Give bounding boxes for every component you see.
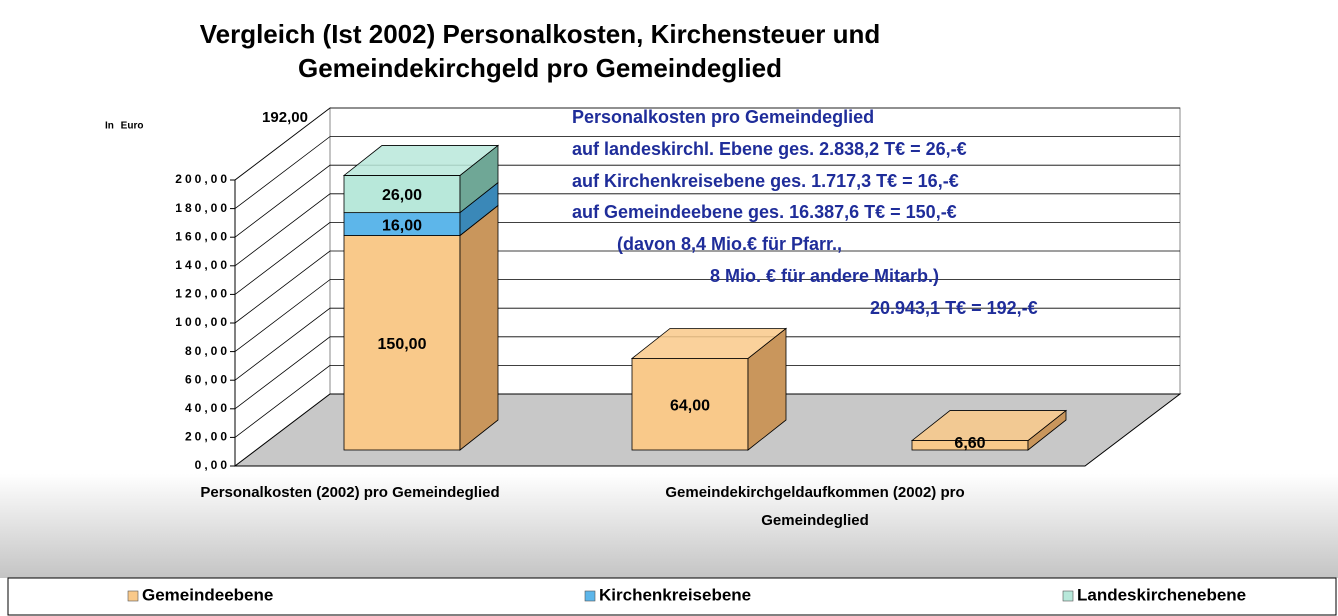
value-label: 64,00 (670, 397, 710, 414)
annotation: auf landeskirchl. Ebene ges. 2.838,2 T€ … (572, 139, 967, 159)
legend-swatch (127, 590, 139, 602)
value-label: 150,00 (378, 336, 427, 353)
grid-line (234, 279, 1180, 352)
bar-side (459, 204, 499, 451)
x-tick-label: Personalkosten (2002) pro Gemeindeglied (200, 484, 500, 501)
grid-line (234, 136, 1180, 209)
bar (343, 175, 461, 214)
annotation: 20.943,1 T€ = 192,-€ (870, 298, 1038, 318)
grid-line (234, 107, 1180, 181)
total-label: 192,00 (262, 109, 308, 126)
y-tick-label: 0,00 (195, 458, 230, 472)
bar-top (910, 410, 1068, 441)
legend-swatch (584, 590, 596, 602)
chart-title: Vergleich (Ist 2002) Personalkosten, Kir… (200, 19, 881, 49)
grid-line (234, 364, 1180, 438)
y-tick-label: 60,00 (185, 372, 230, 386)
bar (631, 358, 749, 451)
x-tick-label: Gemeindekirchgeldaufkommen (2002) pro Ge… (665, 484, 965, 529)
bar-top (342, 145, 500, 176)
annotation: 8 Mio. € für andere Mitarb.) (710, 266, 939, 286)
bar (343, 235, 461, 451)
y-tick-label: 160,00 (175, 229, 230, 243)
grid-line (234, 193, 1180, 267)
y-tick-label: 40,00 (185, 401, 230, 415)
y-tick-label: 140,00 (175, 258, 230, 272)
grid-line (234, 336, 1180, 410)
grid-line (234, 307, 1180, 381)
y-tick-label: 120,00 (175, 287, 230, 301)
y-tick-label: 180,00 (175, 201, 230, 215)
value-label: 26,00 (382, 187, 422, 204)
annotation: auf Gemeindeebene ges. 16.387,6 T€ = 150… (572, 202, 957, 222)
legend-label: Kirchenkreisebene (599, 585, 751, 604)
grid-line (234, 164, 1180, 238)
grid-line (234, 221, 1180, 295)
annotation: auf Kirchenkreisebene ges. 1.717,3 T€ = … (572, 171, 959, 191)
annotation: Personalkosten pro Gemeindeglied (572, 107, 874, 127)
chart-title: Gemeindekirchgeld pro Gemeindeglied (298, 53, 782, 83)
legend-swatch (1062, 590, 1074, 602)
legend-label: Gemeindeebene (142, 585, 273, 604)
y-tick-label: 20,00 (185, 430, 230, 444)
value-label: 16,00 (382, 217, 422, 234)
value-label: 6,60 (954, 435, 985, 452)
legend-box (7, 577, 1337, 616)
legend-label: Landeskirchenebene (1077, 585, 1246, 604)
annotation: (davon 8,4 Mio.€ für Pfarr., (617, 234, 842, 254)
y-tick-label: 80,00 (185, 344, 230, 358)
bar-top (630, 328, 788, 359)
y-tick-label: 200,00 (175, 172, 230, 186)
y-axis-label: In Euro (105, 121, 143, 132)
y-tick-label: 100,00 (175, 315, 230, 329)
grid-line (234, 250, 1180, 324)
